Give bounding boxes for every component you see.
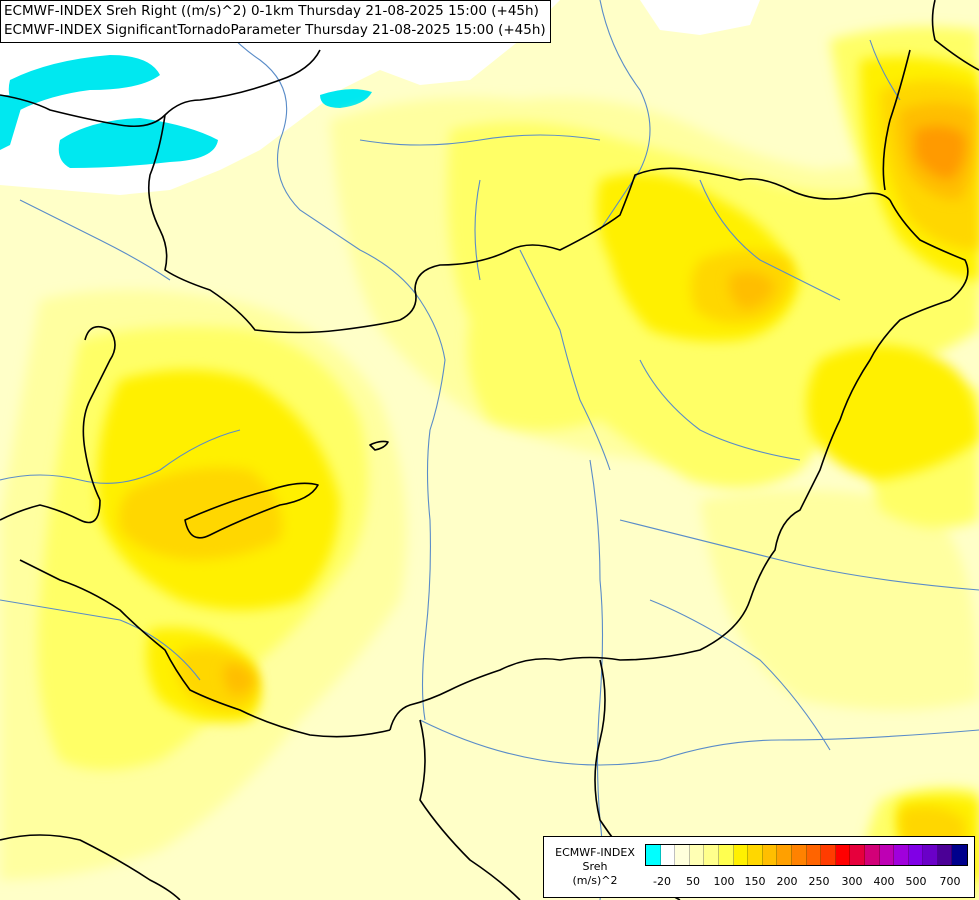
legend-tick-label: 300 bbox=[841, 875, 863, 888]
title-line-stp: ECMWF-INDEX SignificantTornadoParameter … bbox=[4, 22, 546, 38]
legend-swatch bbox=[908, 845, 924, 865]
legend-swatch bbox=[689, 845, 705, 865]
legend-swatch bbox=[748, 845, 763, 865]
sreh-field-orange bbox=[915, 126, 966, 180]
legend-swatch bbox=[777, 845, 792, 865]
legend-swatch bbox=[894, 845, 909, 865]
legend-swatch bbox=[952, 845, 968, 865]
legend-swatch bbox=[660, 845, 676, 865]
legend-tick-label: 50 bbox=[686, 875, 700, 888]
legend-swatch bbox=[791, 845, 807, 865]
legend-swatch bbox=[718, 845, 734, 865]
legend-unit: (m/s)^2 bbox=[572, 874, 618, 887]
legend-swatch bbox=[646, 845, 661, 865]
title-line-sreh: ECMWF-INDEX Sreh Right ((m/s)^2) 0-1km T… bbox=[4, 3, 539, 19]
legend-swatch bbox=[806, 845, 822, 865]
map-title: ECMWF-INDEX Sreh Right ((m/s)^2) 0-1km T… bbox=[0, 0, 551, 43]
low-value-white-area bbox=[640, 0, 760, 35]
legend-swatch bbox=[762, 845, 778, 865]
legend-tick-label: 700 bbox=[939, 875, 961, 888]
legend-tick-label: 400 bbox=[873, 875, 895, 888]
legend-title: ECMWF-INDEX Sreh (m/s)^2 bbox=[548, 846, 642, 888]
legend-tick-label: 200 bbox=[776, 875, 798, 888]
legend-swatch bbox=[733, 845, 749, 865]
legend-tick-label: 100 bbox=[713, 875, 735, 888]
legend-tick-label: 250 bbox=[808, 875, 830, 888]
legend-swatch bbox=[864, 845, 880, 865]
legend-swatch bbox=[704, 845, 719, 865]
legend-title-source: ECMWF-INDEX bbox=[555, 846, 635, 859]
color-legend: ECMWF-INDEX Sreh (m/s)^2 -20 50 100 150 200 2… bbox=[543, 836, 975, 898]
legend-swatch bbox=[675, 845, 690, 865]
legend-swatch bbox=[937, 845, 953, 865]
legend-title-parameter: Sreh bbox=[582, 860, 608, 873]
legend-swatch bbox=[821, 845, 836, 865]
legend-swatch bbox=[879, 845, 895, 865]
legend-swatch bbox=[835, 845, 851, 865]
legend-swatch bbox=[923, 845, 938, 865]
legend-tick-label: 150 bbox=[744, 875, 766, 888]
legend-tick-label: -20 bbox=[653, 875, 671, 888]
legend-tick-label: 500 bbox=[905, 875, 927, 888]
negative-sreh-patches bbox=[0, 55, 372, 168]
legend-swatches bbox=[645, 844, 969, 866]
legend-ticks: -20 50 100 150 200 250 300 400 500 700 bbox=[644, 875, 974, 889]
legend-swatch bbox=[850, 845, 865, 865]
